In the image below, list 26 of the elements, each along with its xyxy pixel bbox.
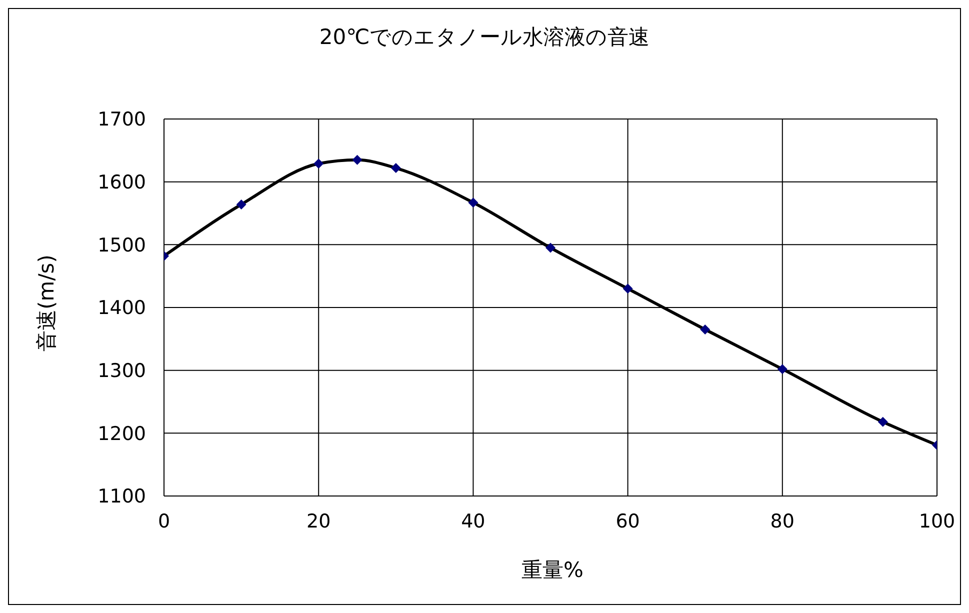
x-tick-label: 0 xyxy=(158,510,170,532)
x-tick-label: 100 xyxy=(918,510,956,532)
y-tick-label: 1400 xyxy=(98,297,146,320)
point xyxy=(314,158,324,169)
point xyxy=(777,364,788,374)
y-tick-label: 1200 xyxy=(98,422,146,445)
x-axis-title: 重量% xyxy=(520,557,584,584)
chart-title: 20℃でのエタノール水溶液の音速 xyxy=(318,24,651,51)
x-tick-label: 40 xyxy=(461,510,486,532)
y-tick-label: 1700 xyxy=(98,108,146,131)
x-tick-label: 80 xyxy=(770,510,794,532)
x-tick-label: 60 xyxy=(616,510,640,532)
point xyxy=(352,154,362,165)
y-tick-label: 1100 xyxy=(98,486,146,508)
y-tick-label: 1600 xyxy=(98,172,146,194)
point xyxy=(622,284,633,294)
point xyxy=(236,199,246,210)
point xyxy=(390,163,401,174)
point xyxy=(878,416,888,427)
y-tick-label: 1300 xyxy=(98,360,146,382)
point xyxy=(700,324,710,334)
point xyxy=(546,242,556,253)
y-tick-label: 1500 xyxy=(98,234,146,256)
x-tick-label: 20 xyxy=(306,510,331,532)
y-axis-title: 音速(m/s) xyxy=(33,254,59,352)
point xyxy=(468,198,478,208)
